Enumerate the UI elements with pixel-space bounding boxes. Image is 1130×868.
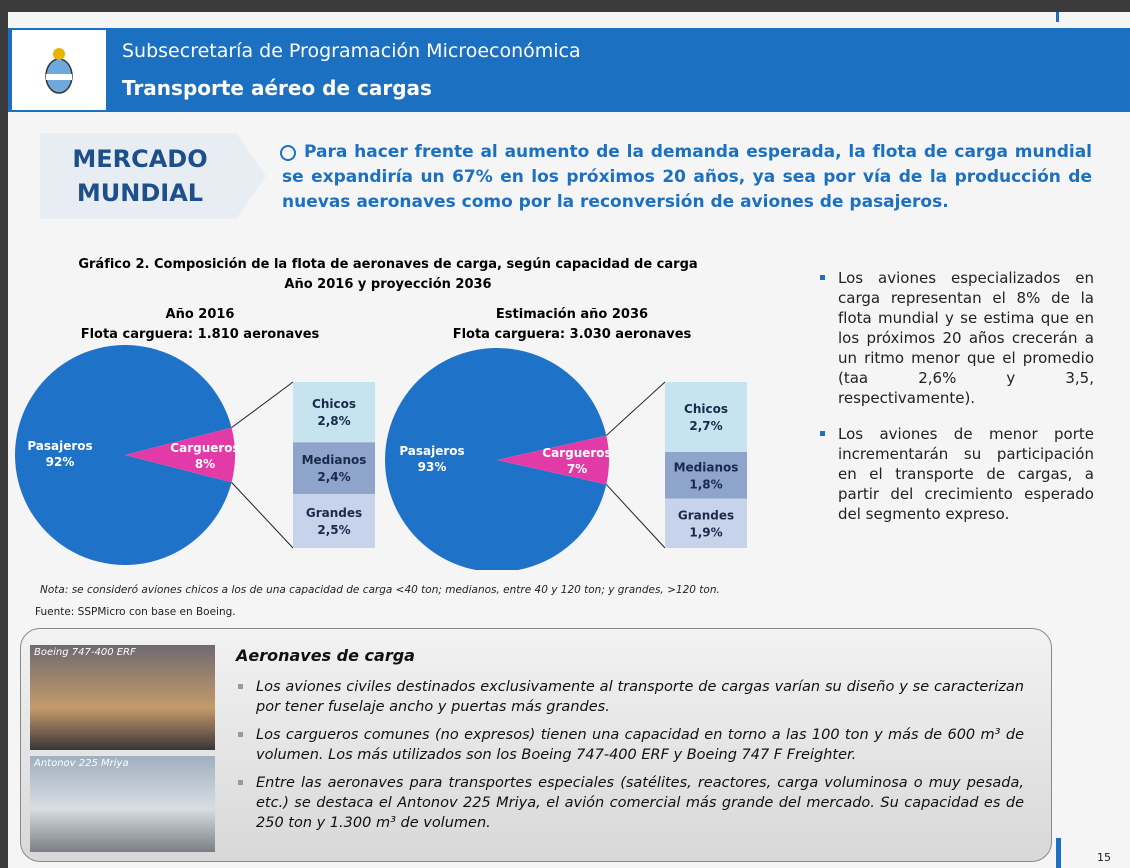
box-title: Aeronaves de carga: [236, 646, 415, 665]
breakdown-segment: [665, 452, 747, 499]
source: Fuente: SSPMicro con base en Boeing.: [35, 606, 236, 618]
side-bullet: Los aviones especializados en carga repr…: [818, 268, 1094, 408]
box-bullet: Los aviones civiles destinados exclusiva…: [236, 677, 1024, 717]
segment-value: 2,7%: [689, 419, 722, 433]
header-subtitle: Transporte aéreo de cargas: [122, 76, 432, 100]
segment-value: 2,8%: [317, 414, 350, 428]
pie-title: Año 2016: [166, 307, 235, 322]
lead-text: Para hacer frente al aumento de la deman…: [282, 140, 1092, 215]
side-bullet: Los aviones de menor porte incrementarán…: [818, 424, 1094, 524]
page-number-bar: [1056, 838, 1061, 868]
side-bullets: Los aviones especializados en carga repr…: [818, 268, 1094, 540]
section-tag: MERCADO MUNDIAL: [40, 133, 268, 219]
box-bullet: Los cargueros comunes (no expresos) tien…: [236, 725, 1024, 765]
breakdown-segment: [665, 499, 747, 548]
logo: [12, 30, 106, 110]
slice-value: 92%: [46, 455, 75, 469]
segment-label: Grandes: [306, 506, 362, 520]
segment-label: Medianos: [674, 460, 739, 474]
note: Nota: se consideró aviones chicos a los …: [40, 584, 720, 596]
slice-label: Pasajeros: [399, 444, 464, 458]
segment-label: Medianos: [302, 453, 367, 467]
slice-value: 93%: [418, 460, 447, 474]
chart-title: Año 2016 y proyección 2036: [284, 277, 491, 292]
connector: [606, 382, 665, 436]
segment-label: Grandes: [678, 508, 734, 522]
slice-label: Cargueros: [170, 441, 239, 455]
slice-value: 8%: [195, 457, 215, 471]
aircraft-image: Boeing 747-400 ERF: [30, 645, 215, 750]
section-label: MUNDIAL: [40, 179, 240, 207]
slide: Subsecretaría de Programación Microeconó…: [0, 0, 1130, 868]
section-label: MERCADO: [40, 145, 240, 173]
pie-subtitle: Flota carguera: 1.810 aeronaves: [81, 327, 320, 342]
breakdown-segment: [293, 442, 375, 494]
top-bar: [0, 0, 1130, 12]
connector: [606, 484, 665, 548]
segment-label: Chicos: [312, 397, 356, 411]
connector: [232, 382, 293, 428]
top-mark: [1056, 12, 1059, 22]
image-caption: Boeing 747-400 ERF: [34, 647, 136, 658]
pie-title: Estimación año 2036: [496, 307, 648, 322]
breakdown-segment: [665, 382, 747, 452]
page-number: 15: [1097, 851, 1111, 864]
aircraft-image: Antonov 225 Mriya: [30, 756, 215, 852]
body: Subsecretaría de Programación Microeconó…: [0, 0, 1130, 868]
logo-icon: [12, 30, 106, 110]
chart-title: Gráfico 2. Composición de la flota de ae…: [78, 257, 697, 272]
segment-value: 1,9%: [689, 525, 722, 539]
slice-value: 7%: [567, 462, 587, 476]
charts: Gráfico 2. Composición de la flota de ae…: [0, 250, 800, 570]
box-bullet: Entre las aeronaves para transportes esp…: [236, 773, 1024, 833]
pie-subtitle: Flota carguera: 3.030 aeronaves: [453, 327, 692, 342]
image-caption: Antonov 225 Mriya: [34, 758, 129, 769]
segment-value: 1,8%: [689, 477, 722, 491]
slice-label: Pasajeros: [27, 439, 92, 453]
breakdown-segment: [293, 494, 375, 548]
segment-label: Chicos: [684, 402, 728, 416]
segment-value: 2,4%: [317, 470, 350, 484]
box-bullets: Los aviones civiles destinados exclusiva…: [236, 677, 1024, 841]
slice-label: Cargueros: [542, 446, 611, 460]
segment-value: 2,5%: [317, 523, 350, 537]
connector: [232, 482, 293, 548]
breakdown-segment: [293, 382, 375, 442]
page: { "header": {"title": "Subsecretaría de …: [0, 0, 1130, 868]
header-title: Subsecretaría de Programación Microeconó…: [122, 40, 581, 62]
